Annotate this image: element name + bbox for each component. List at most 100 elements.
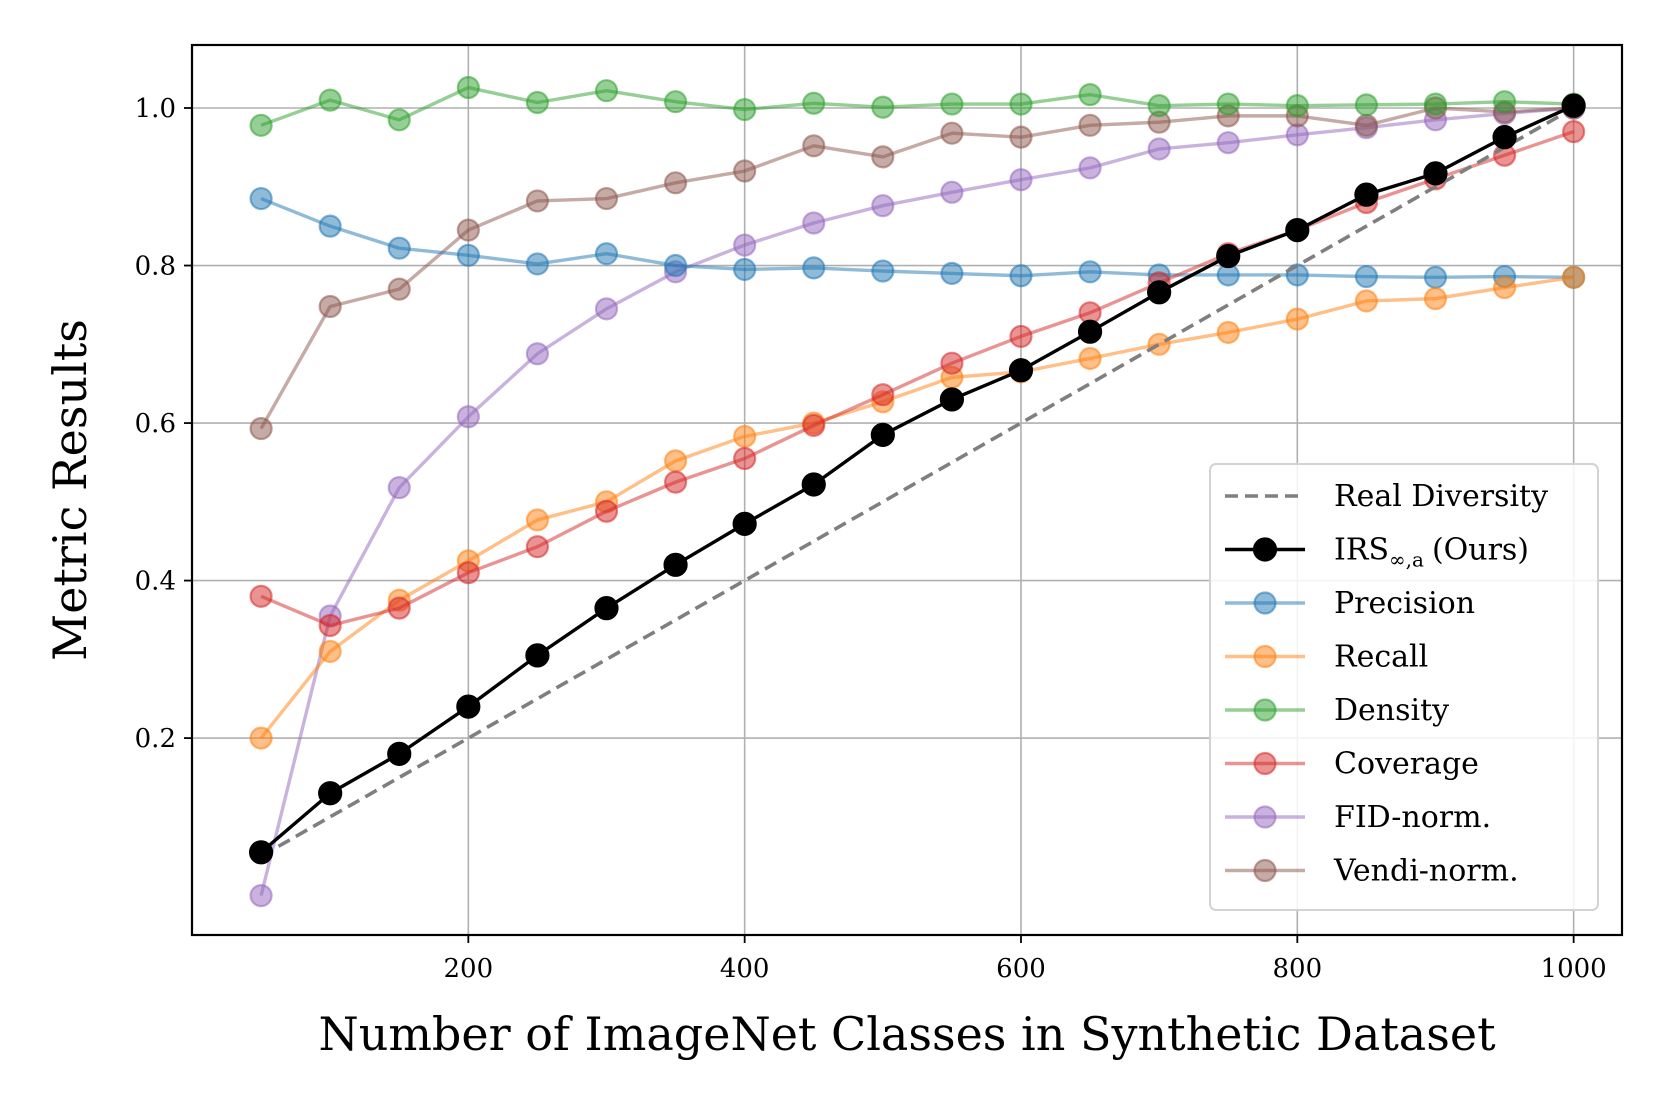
data-point — [663, 449, 688, 473]
data-point — [1078, 113, 1102, 137]
data-point — [456, 694, 481, 719]
data-point — [1147, 137, 1171, 161]
data-point — [456, 218, 480, 242]
data-point — [387, 476, 411, 500]
data-point — [871, 95, 895, 119]
data-point — [733, 97, 757, 122]
data-point — [249, 726, 273, 750]
data-point — [1147, 332, 1171, 356]
data-point — [1423, 265, 1448, 289]
data-point — [525, 342, 550, 366]
data-point — [802, 134, 826, 158]
y-tick-label: 1.0 — [135, 94, 176, 124]
data-point — [802, 256, 826, 280]
plot-frame — [190, 43, 1624, 937]
series-fid-norm — [249, 96, 1586, 908]
data-point — [1008, 358, 1034, 383]
data-point — [733, 257, 757, 282]
data-point — [871, 145, 895, 169]
data-point — [456, 405, 480, 429]
legend-label: Recall — [1334, 640, 1428, 675]
legend-box — [1209, 463, 1599, 911]
data-point — [1285, 94, 1309, 118]
legend-item-precision: Precision — [1225, 586, 1475, 621]
data-point — [318, 294, 342, 319]
data-point — [1077, 319, 1103, 344]
data-point — [318, 88, 342, 112]
y-tick-label: 0.4 — [135, 567, 176, 597]
data-point — [732, 511, 757, 536]
data-point — [1354, 264, 1378, 289]
data-point — [1562, 120, 1586, 144]
data-point — [1216, 131, 1240, 155]
data-point — [733, 424, 757, 449]
legend-item-recall: Recall — [1225, 640, 1428, 675]
data-point — [1354, 289, 1378, 313]
legend-label: Coverage — [1334, 747, 1479, 782]
legend-item-coverage: Coverage — [1225, 747, 1479, 782]
data-point — [1009, 264, 1033, 288]
data-point — [801, 472, 826, 497]
legend-label: IRS∞,a (Ours) — [1334, 533, 1529, 572]
x-tick-label: 200 — [444, 954, 494, 984]
data-point — [1354, 93, 1378, 117]
data-point — [1009, 324, 1033, 349]
data-point — [663, 171, 688, 195]
data-point — [1423, 287, 1448, 311]
legend-marker — [1253, 751, 1277, 776]
y-tick-label: 0.6 — [135, 409, 176, 439]
data-point — [940, 92, 964, 116]
data-point — [456, 75, 480, 100]
data-point — [1216, 92, 1240, 116]
series-line — [259, 104, 1575, 854]
data-point — [871, 194, 895, 218]
data-point — [1492, 90, 1517, 114]
data-point — [1078, 260, 1102, 284]
data-point — [871, 383, 895, 407]
data-point — [387, 108, 411, 132]
series-line — [259, 106, 1574, 430]
data-point — [525, 252, 550, 276]
data-point — [802, 211, 826, 235]
legend-item-fid-norm: FID-norm. — [1225, 800, 1491, 835]
real-diversity-line — [260, 106, 1575, 858]
legend-label: Real Diversity — [1334, 479, 1548, 514]
data-point — [1009, 125, 1033, 149]
data-point — [940, 180, 964, 204]
legend-item-real-diversity: Real Diversity — [1225, 479, 1548, 514]
data-point — [1147, 94, 1171, 118]
data-point — [802, 413, 826, 438]
x-tick-label: 800 — [1272, 954, 1322, 984]
x-axis-title: Number of ImageNet Classes in Synthetic … — [318, 1007, 1496, 1061]
data-point — [594, 297, 619, 321]
data-point — [318, 781, 343, 806]
data-point — [663, 470, 688, 494]
data-point — [387, 277, 411, 301]
data-point — [663, 253, 688, 278]
y-tick-label: 0.2 — [135, 724, 176, 754]
data-point — [1492, 275, 1517, 300]
data-point — [1492, 125, 1517, 150]
data-point — [1423, 161, 1448, 186]
data-point — [387, 741, 412, 766]
data-point — [318, 613, 342, 638]
data-point — [802, 91, 826, 115]
data-point — [594, 79, 619, 103]
legend-marker — [1253, 644, 1277, 669]
data-point — [1078, 83, 1102, 107]
data-point — [594, 186, 619, 211]
data-point — [733, 233, 757, 257]
legend-marker — [1253, 591, 1277, 615]
data-point — [940, 121, 964, 145]
data-point — [1285, 263, 1309, 287]
data-point — [663, 552, 688, 577]
data-point — [318, 214, 342, 238]
data-point — [1078, 156, 1102, 180]
data-point — [525, 90, 550, 115]
series-line — [260, 130, 1575, 628]
data-point — [594, 499, 619, 523]
ticks: 200 400 600 800 1000 0.2 0.4 0.6 0.8 1.0 — [135, 94, 1607, 984]
data-point — [318, 639, 342, 664]
data-point — [249, 113, 273, 137]
